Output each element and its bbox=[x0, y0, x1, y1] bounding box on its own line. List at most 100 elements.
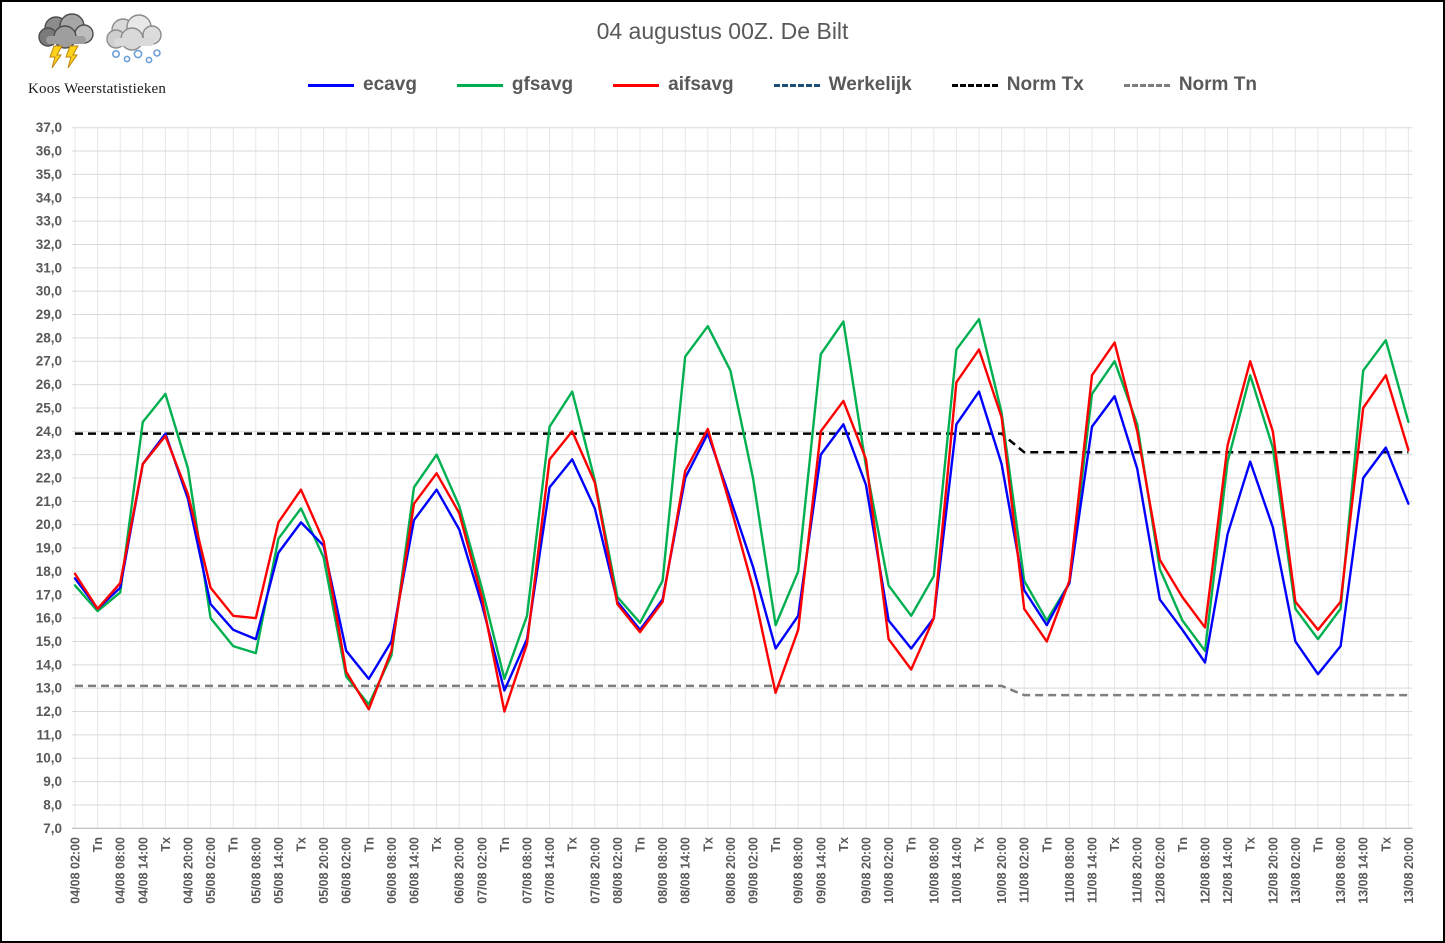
x-tick-label: Tn bbox=[227, 837, 241, 852]
x-tick-label: Tn bbox=[905, 837, 919, 852]
y-tick-label: 20,0 bbox=[36, 517, 62, 532]
y-tick-label: 15,0 bbox=[36, 634, 62, 649]
y-tick-label: 32,0 bbox=[36, 237, 62, 252]
y-tick-label: 10,0 bbox=[36, 751, 62, 766]
x-tick-label: Tx bbox=[566, 837, 580, 852]
y-tick-label: 13,0 bbox=[36, 681, 62, 696]
x-tick-label: 04/08 08:00 bbox=[114, 837, 128, 904]
x-tick-label: Tx bbox=[701, 837, 715, 852]
x-tick-label: Tx bbox=[159, 837, 173, 852]
y-tick-label: 22,0 bbox=[36, 471, 62, 486]
legend-line-sample bbox=[951, 83, 998, 87]
y-tick-label: 19,0 bbox=[36, 541, 62, 556]
x-tick-label: 04/08 20:00 bbox=[182, 837, 196, 904]
x-tick-label: Tx bbox=[837, 837, 851, 852]
series-gfsavg bbox=[73, 317, 1410, 706]
y-tick-label: 11,0 bbox=[36, 727, 62, 742]
y-tick-label: 28,0 bbox=[36, 330, 62, 345]
x-tick-label: Tn bbox=[1040, 837, 1054, 852]
series-aifsavg bbox=[73, 341, 1410, 713]
legend-label: Norm Tn bbox=[1178, 74, 1257, 95]
x-tick-label: 07/08 08:00 bbox=[521, 837, 535, 904]
x-tick-label: 08/08 14:00 bbox=[679, 837, 693, 904]
series-norm-tn bbox=[75, 684, 1409, 697]
x-tick-label: 09/08 20:00 bbox=[860, 837, 874, 904]
logo: Koos Weerstatistieken bbox=[28, 10, 198, 98]
y-tick-label: 29,0 bbox=[36, 307, 62, 322]
x-tick-label: 12/08 08:00 bbox=[1199, 837, 1213, 904]
x-tick-label: 08/08 20:00 bbox=[724, 837, 738, 904]
y-tick-label: 30,0 bbox=[36, 284, 62, 299]
x-tick-label: 12/08 14:00 bbox=[1221, 837, 1235, 904]
y-tick-label: 36,0 bbox=[36, 144, 62, 159]
legend-label: gfsavg bbox=[511, 74, 574, 95]
y-tick-label: 7,0 bbox=[43, 821, 62, 836]
x-tick-label: Tx bbox=[1379, 837, 1393, 852]
legend-item-gfsavg: gfsavg bbox=[456, 74, 574, 96]
x-tick-label: 05/08 02:00 bbox=[204, 837, 218, 904]
y-tick-label: 16,0 bbox=[36, 611, 62, 626]
x-tick-label: 10/08 02:00 bbox=[882, 837, 896, 904]
x-tick-label: 10/08 20:00 bbox=[995, 837, 1009, 904]
x-tick-label: 09/08 08:00 bbox=[792, 837, 806, 904]
y-tick-label: 35,0 bbox=[36, 167, 62, 182]
y-tick-label: 25,0 bbox=[36, 400, 62, 415]
x-tick-label: 05/08 08:00 bbox=[249, 837, 263, 904]
x-tick-label: 13/08 14:00 bbox=[1357, 837, 1371, 904]
x-tick-label: Tn bbox=[634, 837, 648, 852]
y-tick-label: 26,0 bbox=[36, 377, 62, 392]
x-tick-label: 13/08 08:00 bbox=[1334, 837, 1348, 904]
x-tick-label: 11/08 20:00 bbox=[1131, 837, 1145, 903]
legend-label: aifsavg bbox=[668, 74, 734, 95]
logo-caption: Koos Weerstatistieken bbox=[28, 81, 167, 97]
x-tick-label: Tn bbox=[362, 837, 376, 852]
y-tick-label: 34,0 bbox=[36, 190, 62, 205]
x-tick-label: Tx bbox=[973, 837, 987, 852]
y-tick-label: 37,0 bbox=[36, 120, 62, 135]
x-tick-label: Tx bbox=[430, 837, 444, 852]
y-tick-label: 14,0 bbox=[36, 657, 62, 672]
x-tick-label: 09/08 14:00 bbox=[814, 837, 828, 904]
legend-line-sample bbox=[1123, 83, 1170, 87]
y-tick-label: 27,0 bbox=[36, 354, 62, 369]
x-tick-label: 08/08 08:00 bbox=[656, 837, 670, 904]
x-tick-label: 13/08 02:00 bbox=[1289, 837, 1303, 904]
x-tick-label: 04/08 02:00 bbox=[69, 837, 83, 904]
x-tick-label: 12/08 02:00 bbox=[1153, 837, 1167, 904]
x-tick-label: 07/08 20:00 bbox=[588, 837, 602, 904]
y-tick-label: 31,0 bbox=[36, 260, 62, 275]
legend-item-ecavg: ecavg bbox=[308, 74, 417, 96]
legend-item-norm-tx: Norm Tx bbox=[951, 74, 1084, 96]
legend-line-sample bbox=[308, 83, 355, 87]
x-tick-label: 13/08 20:00 bbox=[1402, 837, 1416, 904]
legend-item-norm-tn: Norm Tn bbox=[1123, 74, 1257, 96]
series-norm-tx bbox=[75, 432, 1409, 454]
y-tick-label: 17,0 bbox=[36, 587, 62, 602]
y-tick-label: 24,0 bbox=[36, 424, 62, 439]
x-tick-label: 11/08 08:00 bbox=[1063, 837, 1077, 903]
legend-label: Norm Tx bbox=[1006, 74, 1084, 95]
legend-line-sample bbox=[613, 83, 660, 87]
x-tick-label: 11/08 02:00 bbox=[1018, 837, 1032, 903]
legend-label: ecavg bbox=[363, 74, 417, 95]
x-tick-label: 05/08 20:00 bbox=[317, 837, 331, 904]
x-tick-label: Tx bbox=[295, 837, 309, 852]
x-tick-label: 08/08 02:00 bbox=[611, 837, 625, 904]
x-tick-label: 06/08 02:00 bbox=[340, 837, 354, 904]
x-tick-label: 12/08 20:00 bbox=[1266, 837, 1280, 904]
x-tick-label: 10/08 08:00 bbox=[927, 837, 941, 904]
x-tick-label: 06/08 08:00 bbox=[385, 837, 399, 904]
x-tick-label: Tx bbox=[1108, 837, 1122, 852]
x-tick-label: 06/08 20:00 bbox=[453, 837, 467, 904]
x-tick-label: 07/08 02:00 bbox=[475, 837, 489, 904]
chart-legend: ecavg gfsavg aifsavg Werkelijk Norm Tx Norm T… bbox=[122, 74, 1443, 96]
x-tick-label: Tn bbox=[1312, 837, 1326, 852]
storm-cloud-icon bbox=[38, 13, 94, 69]
x-tick-label: 04/08 14:00 bbox=[136, 837, 150, 904]
legend-line-sample bbox=[773, 83, 820, 87]
legend-label: Werkelijk bbox=[828, 74, 912, 95]
y-tick-label: 23,0 bbox=[36, 447, 62, 462]
x-tick-label: Tn bbox=[769, 837, 783, 852]
